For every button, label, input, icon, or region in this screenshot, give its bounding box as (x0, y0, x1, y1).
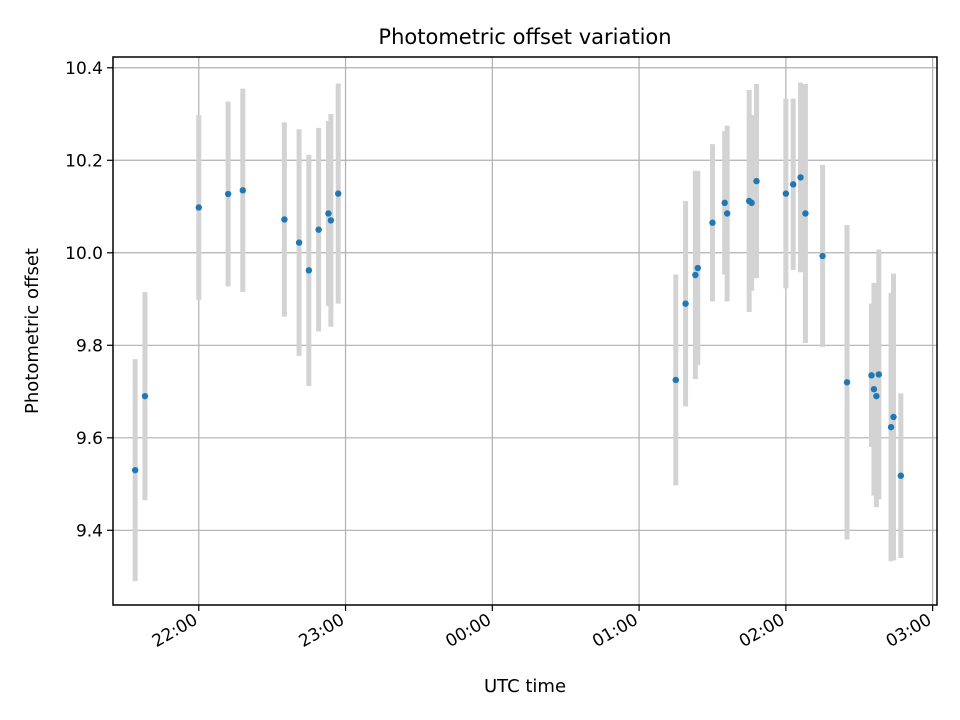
data-point (672, 376, 679, 384)
data-point (897, 472, 905, 479)
y-tick-label: 10.0 (65, 244, 103, 264)
x-axis-label: UTC time (484, 676, 566, 697)
y-tick-label: 10.4 (65, 59, 103, 79)
data-point (709, 219, 716, 226)
plot-frame (112, 56, 938, 606)
data-point (753, 177, 760, 185)
y-axis-ticks: 9.4 9.6 9.8 10.0 10.2 10.4 (65, 59, 113, 541)
data-point (802, 210, 809, 217)
data-point (887, 423, 895, 431)
data-point (141, 392, 149, 400)
data-point (748, 199, 755, 207)
data-point (325, 210, 332, 217)
data-point (875, 371, 883, 378)
data-point (131, 466, 139, 474)
data-point (281, 216, 288, 223)
data-point (239, 187, 247, 194)
data-point (819, 252, 826, 260)
data-point (315, 226, 322, 233)
data-point (873, 392, 880, 400)
data-point (692, 271, 699, 279)
data-point (327, 217, 335, 224)
y-tick-label: 10.2 (65, 151, 103, 171)
data-point (682, 300, 689, 307)
data-points (131, 174, 905, 479)
data-point (797, 174, 804, 181)
y-tick-label: 9.6 (76, 429, 103, 449)
y-axis-label: Photometric offset (22, 248, 43, 414)
data-point (723, 210, 731, 217)
y-tick-label: 9.4 (76, 521, 103, 541)
data-point (335, 190, 342, 197)
data-point (868, 372, 875, 379)
data-point (195, 204, 202, 211)
data-point (843, 379, 851, 386)
data-point (694, 264, 702, 272)
data-point (721, 199, 728, 207)
data-point (295, 239, 303, 246)
data-point (790, 181, 797, 188)
data-point (782, 190, 790, 197)
data-point (890, 413, 897, 421)
data-point (224, 190, 232, 198)
y-tick-label: 9.8 (76, 336, 103, 356)
chart-title: Photometric offset variation (378, 25, 671, 49)
data-point (870, 386, 878, 393)
data-point (305, 267, 313, 274)
